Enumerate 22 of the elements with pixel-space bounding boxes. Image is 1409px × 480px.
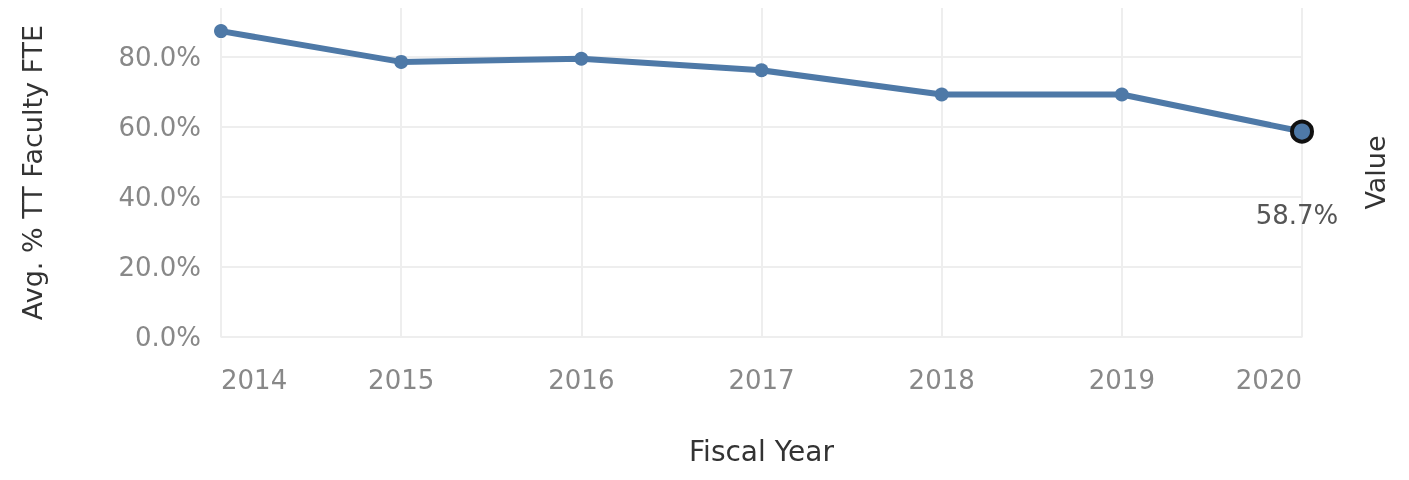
x-tick-label: 2020 — [1235, 365, 1302, 395]
x-tick-label: 2016 — [548, 365, 615, 395]
point — [1114, 87, 1129, 102]
x-tick-label: 2017 — [728, 365, 795, 395]
y2-axis-title: Value — [1360, 135, 1391, 210]
x-tick-label: 2018 — [908, 365, 975, 395]
x-axis-title: Fiscal Year — [689, 434, 835, 468]
x-tick-label: 2015 — [368, 365, 435, 395]
data-label: 58.7% — [1255, 199, 1339, 230]
y-tick-label: 60.0% — [118, 112, 201, 142]
point — [934, 87, 949, 102]
y-axis-title: Avg. % TT Faculty FTE — [17, 24, 48, 321]
x-tick-label: 2014 — [221, 365, 288, 395]
x-tick-label: 2019 — [1088, 365, 1155, 395]
y-tick-label: 80.0% — [118, 42, 201, 72]
point — [754, 63, 769, 78]
y-tick-label: 20.0% — [118, 252, 201, 282]
point — [394, 54, 409, 69]
y-tick-label: 40.0% — [118, 182, 201, 212]
point — [574, 51, 589, 66]
point — [214, 24, 228, 39]
y-tick-label: 0.0% — [134, 322, 201, 352]
